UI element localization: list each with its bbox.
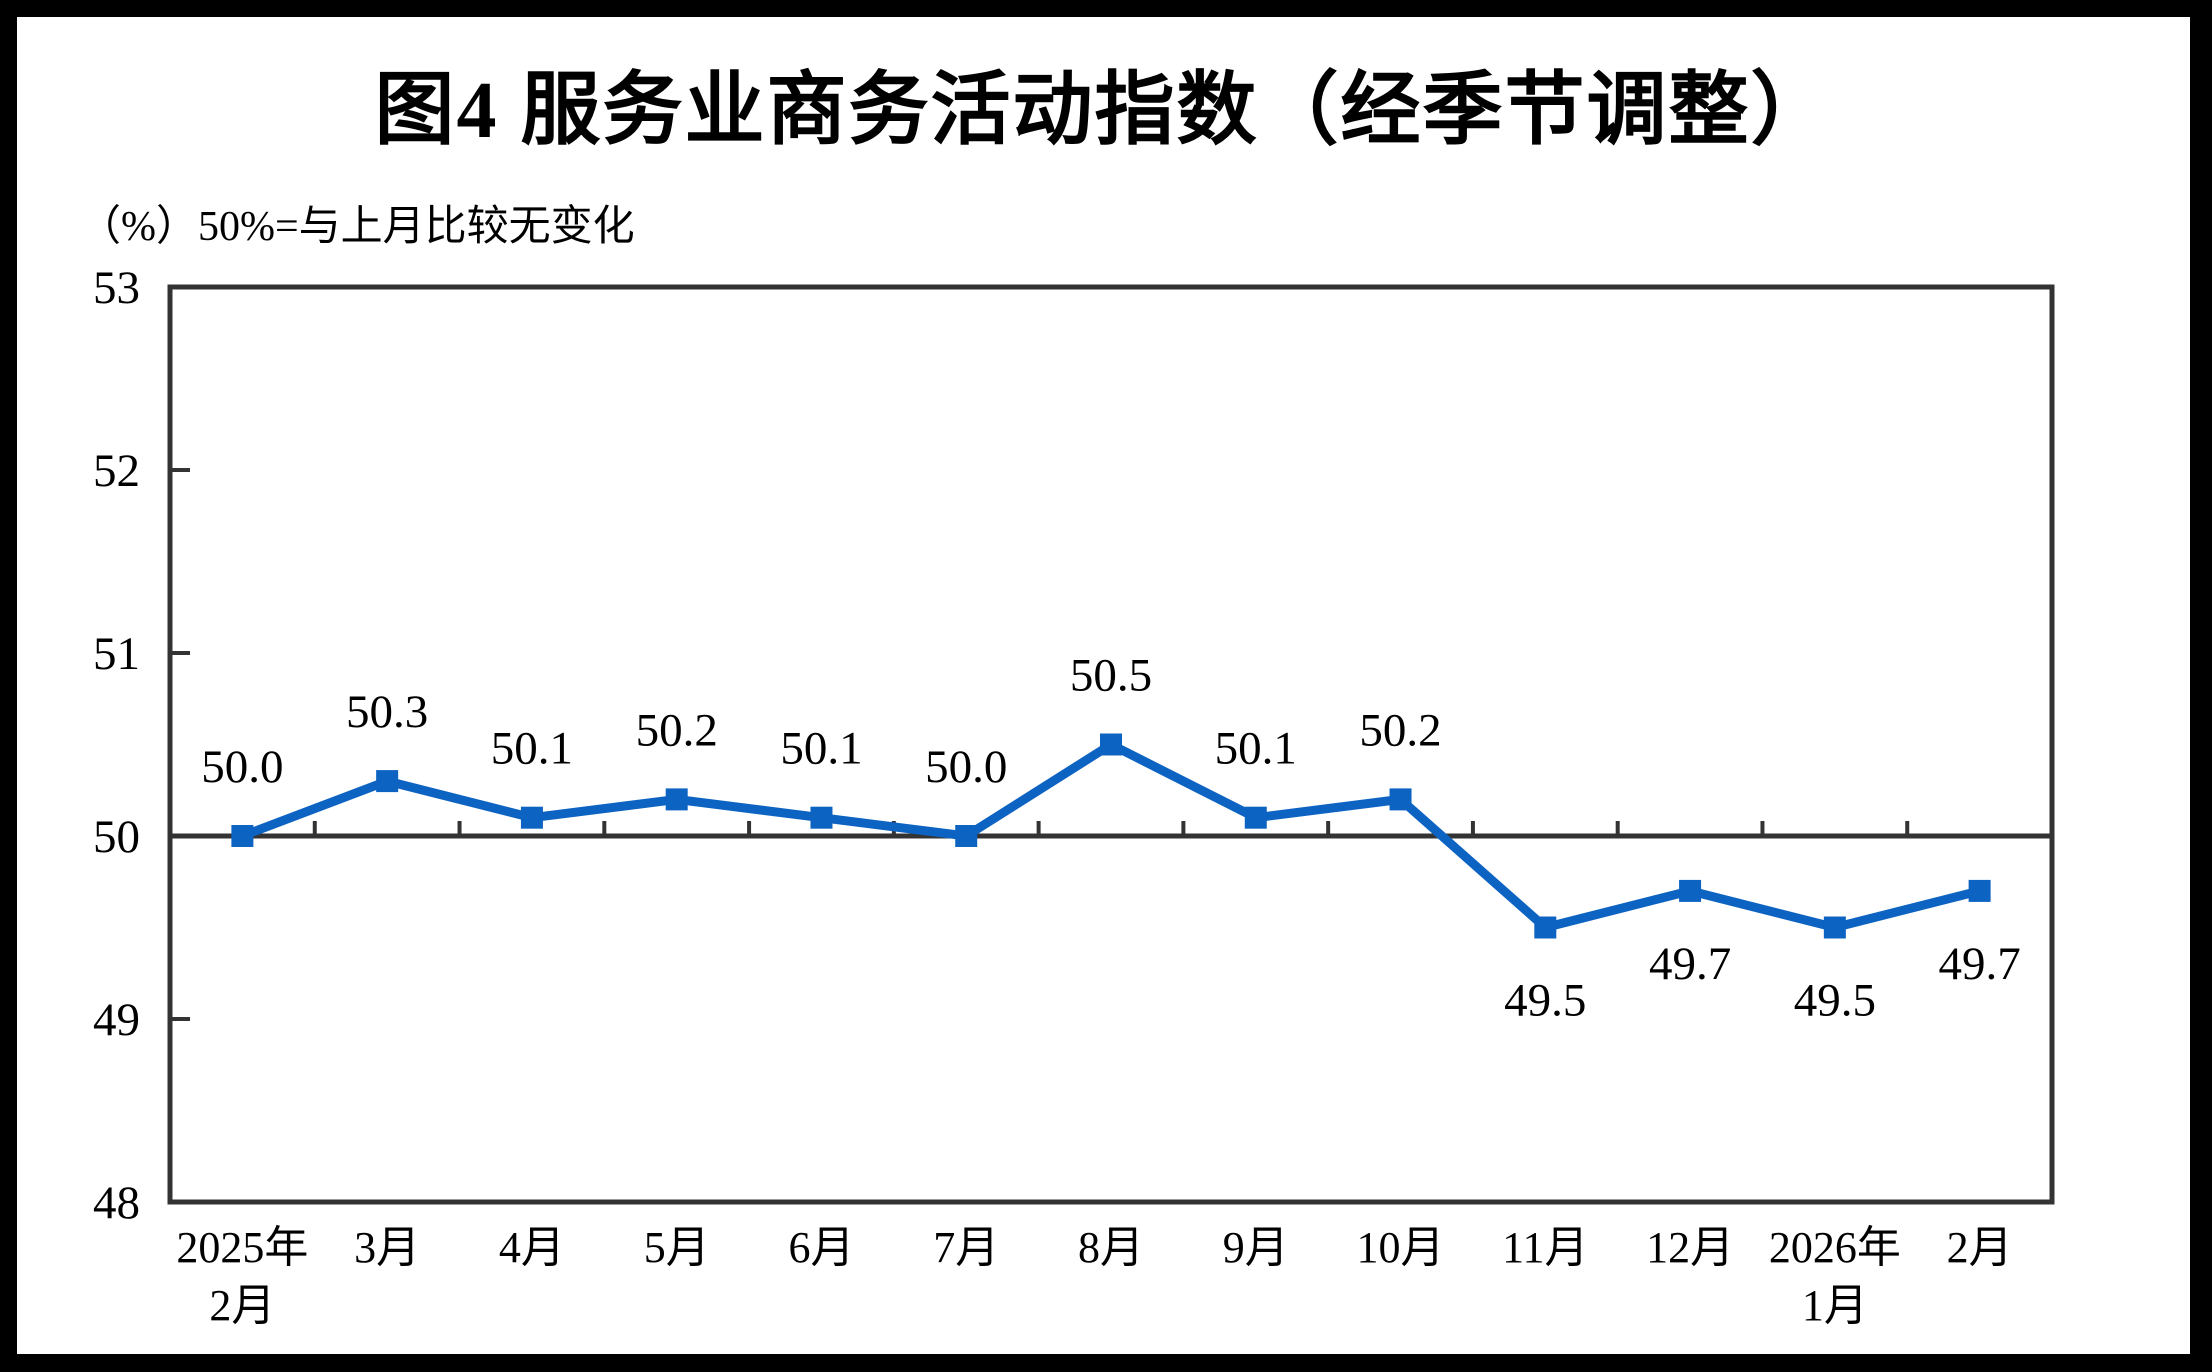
reference-line-50 [170, 821, 2052, 839]
x-tick-label: 5月 [644, 1223, 710, 1272]
marker-square [1534, 916, 1557, 939]
chart-canvas: 图4 服务业商务活动指数（经季节调整） （%）50%=与上月比较无变化 48 49… [17, 17, 2190, 1354]
marker-square [1244, 806, 1267, 829]
axis-unit-note: （%）50%=与上月比较无变化 [79, 204, 635, 250]
x-tick-label: 6月 [788, 1223, 854, 1272]
y-tick-label: 52 [93, 445, 140, 497]
data-label: 50.1 [780, 723, 862, 775]
x-tick-label: 7月 [933, 1223, 999, 1272]
x-tick-label: 2025年 2月 [176, 1223, 308, 1330]
marker-square [1100, 733, 1122, 756]
marker-square [520, 806, 543, 829]
marker-square [231, 825, 254, 847]
x-tick-label: 2月 [1947, 1223, 2013, 1272]
marker-square [955, 825, 978, 847]
y-tick-label: 51 [93, 628, 140, 680]
x-axis-labels: 2025年 2月 3月 4月 5月 6月 7月 8月 9月 10月 11月 12月 2026年 1月 2月 [176, 1223, 2012, 1330]
marker-square [376, 770, 399, 793]
x-tick-label: 3月 [354, 1223, 420, 1272]
x-tick-label: 12月 [1646, 1223, 1734, 1272]
y-tick-label: 49 [93, 994, 140, 1046]
data-point-markers [231, 733, 1991, 939]
data-label: 49.5 [1504, 975, 1586, 1027]
x-tick-label: 10月 [1357, 1223, 1445, 1272]
x-tick-label: 8月 [1078, 1223, 1144, 1272]
chart-title: 图4 服务业商务活动指数（经季节调整） [374, 67, 1833, 155]
y-axis: 48 49 50 51 52 53 [93, 262, 190, 1229]
data-label: 50.1 [1215, 723, 1297, 775]
data-label: 50.5 [1070, 650, 1152, 702]
x-tick-label: 2026年 1月 [1769, 1223, 1901, 1330]
data-label: 50.3 [346, 686, 428, 738]
line-chart: 48 49 50 51 52 53 2025年 2月 3月 4月 5月 6月 7月 8月 9月 10月 11月 1… [93, 262, 2055, 1330]
marker-square [665, 788, 688, 811]
data-label: 50.0 [201, 741, 283, 793]
marker-square [1389, 788, 1412, 811]
data-labels: 50.0 50.3 50.1 50.2 50.1 50.0 50.5 50.1 50.2 49.5… [201, 650, 2020, 1027]
marker-square [810, 806, 833, 829]
marker-square [1679, 879, 1702, 902]
y-tick-label: 53 [93, 262, 140, 314]
data-label: 50.2 [1359, 704, 1441, 756]
marker-square [1968, 879, 1991, 902]
x-tick-label: 4月 [499, 1223, 565, 1272]
plot-area-border [167, 284, 2055, 1205]
data-label: 49.7 [1649, 938, 1731, 990]
y-tick-label: 48 [93, 1177, 140, 1229]
data-label: 50.0 [925, 741, 1007, 793]
y-tick-label: 50 [93, 811, 140, 863]
data-label: 49.7 [1938, 938, 2020, 990]
data-label: 50.2 [636, 704, 718, 756]
marker-square [1823, 916, 1846, 939]
x-tick-label: 11月 [1502, 1223, 1588, 1272]
data-label: 50.1 [491, 723, 573, 775]
x-tick-label: 9月 [1223, 1223, 1289, 1272]
data-label: 49.5 [1794, 975, 1876, 1027]
